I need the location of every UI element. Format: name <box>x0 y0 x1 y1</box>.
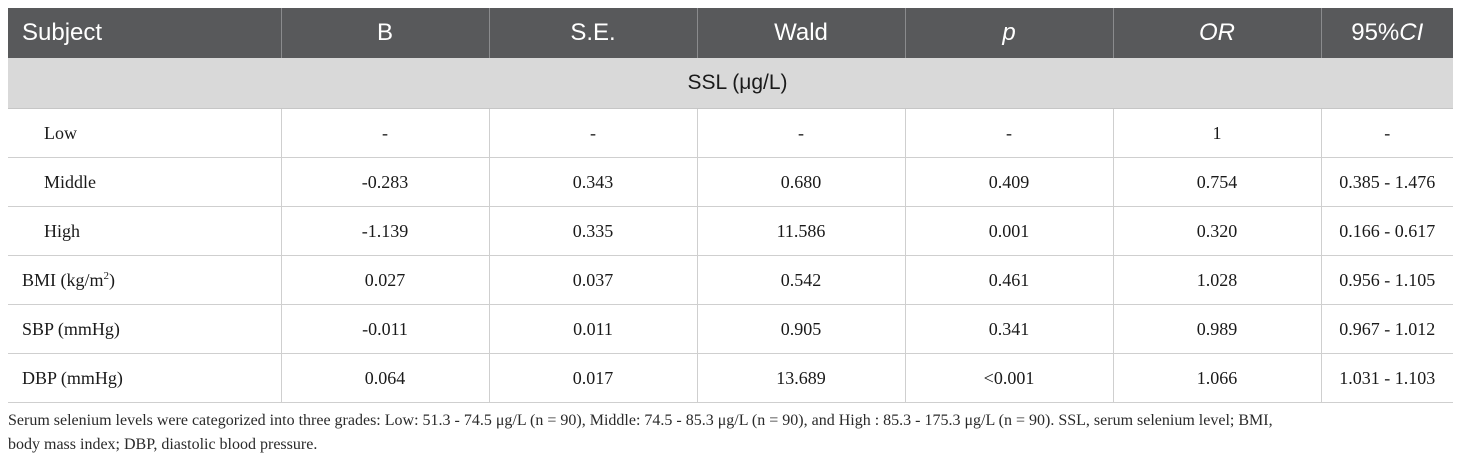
header-ci: 95%CI <box>1321 8 1453 58</box>
cell-wald: 0.680 <box>697 157 906 207</box>
cell-wald: 13.689 <box>697 353 906 403</box>
cell-se: 0.335 <box>489 206 698 256</box>
cell-b: -1.139 <box>281 206 490 256</box>
table-row: SBP (mmHg) -0.011 0.011 0.905 0.341 0.98… <box>8 304 1453 354</box>
row-subject: Middle <box>8 157 282 207</box>
table-row: BMI (kg/m2) 0.027 0.037 0.542 0.461 1.02… <box>8 255 1453 305</box>
regression-table: Subject B S.E. Wald p OR 95%CI SSL (μg/L… <box>8 8 1453 403</box>
row-subject-text: BMI (kg/m <box>22 269 104 290</box>
row-subject: SBP (mmHg) <box>8 304 282 354</box>
header-p: p <box>905 8 1114 58</box>
cell-or: 1 <box>1113 108 1322 158</box>
cell-b: -0.283 <box>281 157 490 207</box>
row-subject: Low <box>8 108 282 158</box>
cell-p: 0.409 <box>905 157 1114 207</box>
regression-table-container: Subject B S.E. Wald p OR 95%CI SSL (μg/L… <box>8 8 1453 403</box>
header-ci-text: 95%CI <box>1351 19 1424 46</box>
row-subject: High <box>8 206 282 256</box>
cell-p: 0.341 <box>905 304 1114 354</box>
table-footnote: Serum selenium levels were categorized i… <box>8 409 1453 457</box>
cell-se: 0.343 <box>489 157 698 207</box>
group-label: SSL (μg/L) <box>8 58 1453 109</box>
header-or: OR <box>1113 8 1322 58</box>
cell-or: 0.754 <box>1113 157 1322 207</box>
cell-wald: 11.586 <box>697 206 906 256</box>
header-subject: Subject <box>8 8 282 58</box>
table-row: Low - - - - 1 - <box>8 108 1453 158</box>
footnote-line: body mass index; DBP, diastolic blood pr… <box>8 436 318 453</box>
cell-wald: - <box>697 108 906 158</box>
header-se: S.E. <box>489 8 698 58</box>
row-subject: DBP (mmHg) <box>8 353 282 403</box>
row-subject-superscript: 2 <box>103 269 110 282</box>
cell-ci: - <box>1321 108 1453 158</box>
header-b: B <box>281 8 490 58</box>
cell-ci: 0.967 - 1.012 <box>1321 304 1453 354</box>
header-wald: Wald <box>697 8 906 58</box>
cell-wald: 0.905 <box>697 304 906 354</box>
cell-ci: 1.031 - 1.103 <box>1321 353 1453 403</box>
cell-or: 0.989 <box>1113 304 1322 354</box>
cell-or: 1.028 <box>1113 255 1322 305</box>
table-row: DBP (mmHg) 0.064 0.017 13.689 <0.001 1.0… <box>8 353 1453 403</box>
cell-or: 1.066 <box>1113 353 1322 403</box>
cell-ci: 0.385 - 1.476 <box>1321 157 1453 207</box>
cell-se: - <box>489 108 698 158</box>
row-subject-suffix: ) <box>109 269 116 290</box>
cell-or: 0.320 <box>1113 206 1322 256</box>
cell-wald: 0.542 <box>697 255 906 305</box>
cell-se: 0.017 <box>489 353 698 403</box>
cell-b: - <box>281 108 490 158</box>
cell-ci: 0.956 - 1.105 <box>1321 255 1453 305</box>
table-row: High -1.139 0.335 11.586 0.001 0.320 0.1… <box>8 206 1453 256</box>
cell-se: 0.011 <box>489 304 698 354</box>
cell-p: 0.001 <box>905 206 1114 256</box>
cell-b: 0.027 <box>281 255 490 305</box>
row-subject: BMI (kg/m2) <box>8 255 282 305</box>
table-row: Middle -0.283 0.343 0.680 0.409 0.754 0.… <box>8 157 1453 207</box>
cell-p: <0.001 <box>905 353 1114 403</box>
table-header-row: Subject B S.E. Wald p OR 95%CI <box>8 8 1453 58</box>
cell-b: 0.064 <box>281 353 490 403</box>
cell-b: -0.011 <box>281 304 490 354</box>
group-row-ssl: SSL (μg/L) <box>8 58 1453 109</box>
footnote-line: Serum selenium levels were categorized i… <box>8 412 1273 429</box>
cell-ci: 0.166 - 0.617 <box>1321 206 1453 256</box>
cell-p: - <box>905 108 1114 158</box>
cell-p: 0.461 <box>905 255 1114 305</box>
cell-se: 0.037 <box>489 255 698 305</box>
